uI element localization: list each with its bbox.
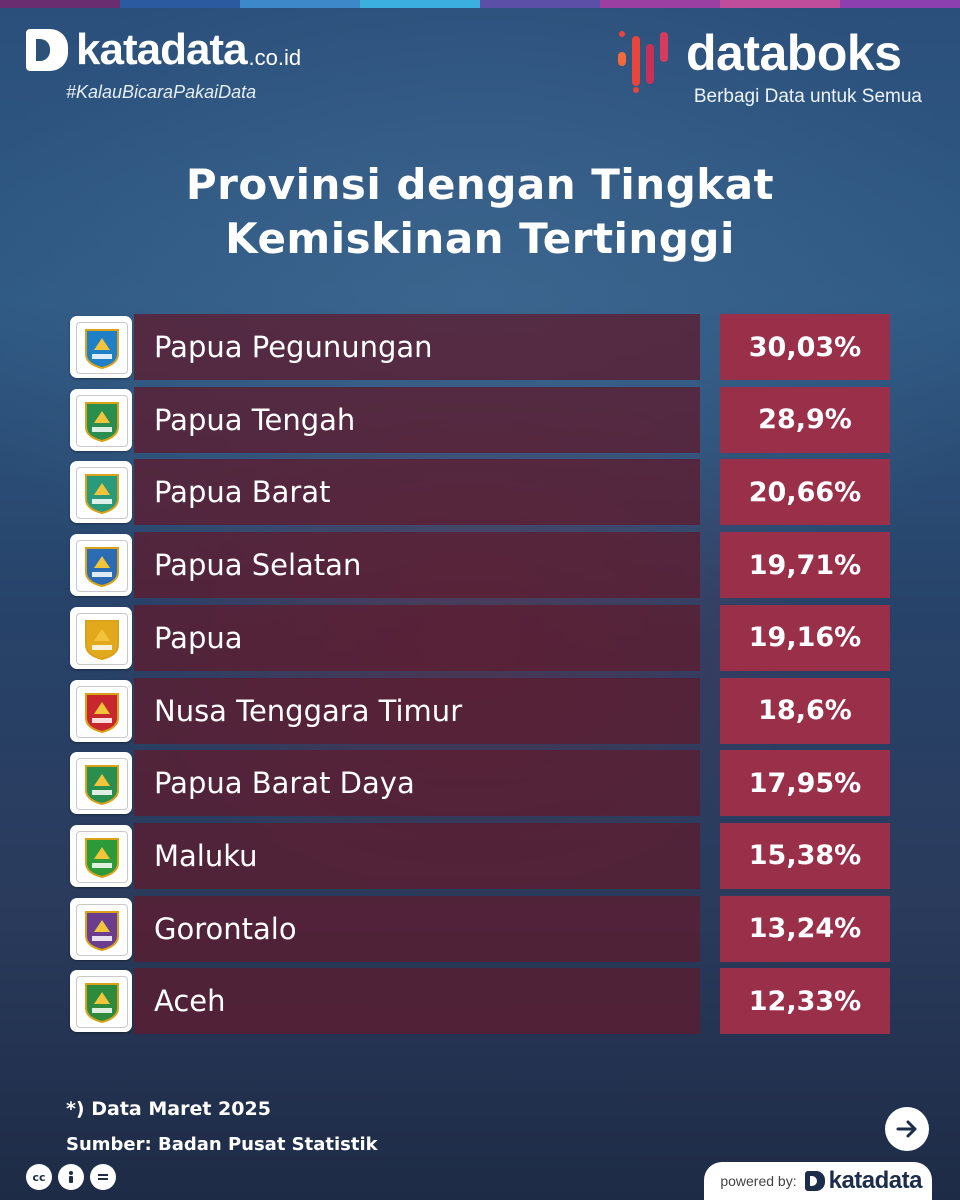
chart-row: Papua Tengah 28,9%	[70, 386, 890, 453]
top-strip-segment	[720, 0, 840, 8]
province-name-bar	[134, 314, 700, 380]
poverty-rate-value: 20,66%	[720, 459, 890, 526]
katadata-domain: .co.id	[248, 45, 302, 70]
province-name: Nusa Tenggara Timur	[154, 693, 463, 728]
chart-row: Papua Barat 20,66%	[70, 459, 890, 526]
title-line-2: Kemiskinan Tertinggi	[225, 214, 735, 263]
province-name: Maluku	[154, 838, 258, 873]
poverty-rate-value: 19,71%	[720, 532, 890, 599]
title-line-1: Provinsi dengan Tingkat	[185, 160, 775, 209]
ntt-emblem-icon	[70, 679, 132, 742]
poverty-rate-value: 12,33%	[720, 968, 890, 1035]
papua-barat-emblem-icon	[70, 461, 132, 524]
license-icons: cc	[26, 1164, 122, 1190]
arrow-right-icon	[896, 1120, 917, 1138]
poverty-rate-value: 15,38%	[720, 822, 890, 889]
top-strip-segment	[240, 0, 360, 8]
powered-by-badge[interactable]: powered by: katadata	[704, 1162, 932, 1200]
province-name: Aceh	[154, 984, 226, 1019]
papua-tengah-emblem-icon	[70, 388, 132, 451]
province-name: Papua Barat	[154, 475, 331, 510]
emblem-frame	[76, 685, 128, 738]
chart-row: Nusa Tenggara Timur 18,6%	[70, 677, 890, 744]
gorontalo-emblem-icon	[70, 897, 132, 960]
province-name-bar	[134, 459, 700, 526]
emblem-frame	[76, 612, 128, 665]
katadata-logo[interactable]: katadata .co.id	[26, 28, 301, 72]
databoks-logo[interactable]: databoks Berbagi Data untuk Semua	[614, 24, 924, 114]
top-strip-segment	[120, 0, 240, 8]
chart-row: Papua Selatan 19,71%	[70, 532, 890, 599]
province-name-bar	[134, 968, 700, 1035]
province-name-bar	[134, 822, 700, 889]
chart-row: Aceh 12,33%	[70, 968, 890, 1035]
powered-by-wordmark: katadata	[828, 1167, 923, 1194]
papua-barat-daya-emblem-icon	[70, 752, 132, 815]
province-name-bar	[134, 532, 700, 599]
databoks-dot	[633, 87, 639, 93]
province-name: Papua Pegunungan	[154, 330, 433, 364]
hashtag: #KalauBicaraPakaiData	[66, 82, 257, 102]
next-button[interactable]	[885, 1107, 929, 1151]
papua-selatan-emblem-icon	[70, 534, 132, 597]
databoks-dot	[619, 31, 625, 37]
cc-icon: cc	[26, 1164, 52, 1190]
top-strip-segment	[480, 0, 600, 8]
katadata-wordmark: katadata	[76, 25, 248, 74]
poverty-rate-value: 28,9%	[720, 386, 890, 453]
databoks-bars-icon	[618, 31, 668, 93]
chart-row: Gorontalo 13,24%	[70, 895, 890, 962]
footnote: *) Data Maret 2025	[66, 1098, 271, 1120]
emblem-frame	[76, 540, 128, 593]
databoks-bar	[646, 44, 654, 84]
poverty-rate-value: 30,03%	[720, 314, 890, 380]
databoks-tagline: Berbagi Data untuk Semua	[693, 86, 922, 107]
top-strip-segment	[0, 0, 120, 8]
emblem-frame	[76, 830, 128, 883]
chart-row: Maluku 15,38%	[70, 822, 890, 889]
poverty-rate-value: 18,6%	[720, 677, 890, 744]
chart-title: Provinsi dengan Tingkat Kemiskinan Terti…	[0, 158, 960, 266]
papua-emblem-icon	[70, 606, 132, 669]
province-name: Papua Tengah	[154, 402, 356, 437]
top-strip-segment	[360, 0, 480, 8]
maluku-emblem-icon	[70, 824, 132, 887]
powered-by-label: powered by:	[720, 1173, 797, 1189]
no-derivatives-icon	[90, 1164, 116, 1190]
chart-row: Papua Pegunungan 30,03%	[70, 314, 890, 380]
province-name-bar	[134, 604, 700, 671]
province-name-bar	[134, 750, 700, 817]
province-name-bar	[134, 677, 700, 744]
province-name: Papua	[154, 620, 243, 655]
source: Sumber: Badan Pusat Statistik	[66, 1134, 378, 1155]
emblem-frame	[76, 394, 128, 447]
top-color-strip	[0, 0, 960, 8]
katadata-d-icon	[804, 1171, 825, 1191]
papua-pegunungan-emblem-icon	[70, 316, 132, 378]
province-name: Papua Selatan	[154, 548, 362, 583]
poverty-rate-value: 17,95%	[720, 750, 890, 817]
poverty-rate-value: 13,24%	[720, 895, 890, 962]
poverty-rate-value: 19,16%	[720, 604, 890, 671]
emblem-frame	[76, 322, 128, 374]
emblem-frame	[76, 976, 128, 1029]
emblem-frame	[76, 467, 128, 520]
chart-row: Papua Barat Daya 17,95%	[70, 750, 890, 817]
katadata-d-icon	[26, 29, 68, 71]
province-name: Papua Barat Daya	[154, 766, 415, 801]
databoks-bar	[632, 36, 640, 86]
top-strip-segment	[600, 0, 720, 8]
province-name: Gorontalo	[154, 911, 297, 946]
databoks-bar	[660, 32, 668, 62]
databoks-bar	[618, 52, 626, 66]
chart-row: Papua 19,16%	[70, 604, 890, 671]
aceh-emblem-icon	[70, 970, 132, 1033]
emblem-frame	[76, 903, 128, 956]
emblem-frame	[76, 758, 128, 811]
top-strip-segment	[840, 0, 960, 8]
province-name-bar	[134, 895, 700, 962]
databoks-wordmark: databoks	[686, 25, 902, 81]
attribution-icon	[58, 1164, 84, 1190]
province-name-bar	[134, 386, 700, 453]
